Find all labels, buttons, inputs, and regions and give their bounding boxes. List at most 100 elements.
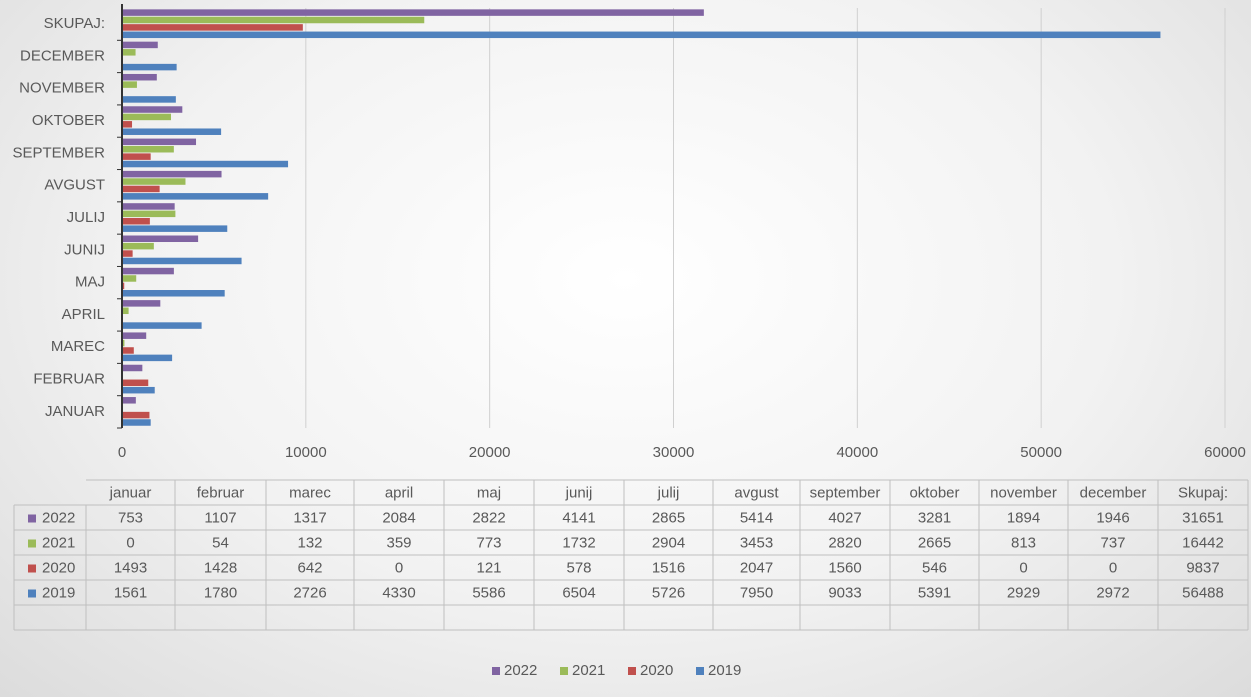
table-header: april xyxy=(385,484,413,501)
y-tick-label: AVGUST xyxy=(44,177,105,194)
table-header: september xyxy=(810,484,881,501)
table-cell: 1780 xyxy=(204,584,237,601)
bar xyxy=(122,307,129,315)
table-row-label: 2021 xyxy=(42,534,75,551)
table-cell: 5586 xyxy=(472,584,505,601)
y-tick-label: JANUAR xyxy=(45,403,105,420)
table-cell: 2865 xyxy=(652,509,685,526)
bar xyxy=(122,24,303,31)
x-tick-label: 0 xyxy=(118,444,126,461)
table-legend-key xyxy=(28,564,36,573)
table-cell: 1317 xyxy=(293,509,326,526)
table-legend-key xyxy=(28,514,36,523)
table-cell: 16442 xyxy=(1182,534,1224,551)
bar xyxy=(122,275,137,282)
x-tick-label: 40000 xyxy=(836,444,878,461)
table-cell: 2047 xyxy=(740,559,773,576)
y-tick-label: MAREC xyxy=(51,338,105,355)
table-cell: 7950 xyxy=(740,584,773,601)
bar xyxy=(122,128,222,135)
table-cell: 1516 xyxy=(652,559,685,576)
legend-label: 2020 xyxy=(640,662,673,679)
bar xyxy=(122,178,186,185)
bar xyxy=(122,332,147,339)
table-cell: 1732 xyxy=(562,534,595,551)
y-tick-label: OKTOBER xyxy=(32,112,105,129)
table-cell: 4330 xyxy=(382,584,415,601)
bar xyxy=(122,106,183,113)
table-cell: 2822 xyxy=(472,509,505,526)
legend-key xyxy=(492,667,500,675)
bar xyxy=(122,170,222,178)
table-row-label: 2020 xyxy=(42,559,75,576)
bar xyxy=(122,16,425,24)
bar xyxy=(122,49,136,56)
table-header: avgust xyxy=(734,484,779,501)
bar xyxy=(122,364,143,372)
table-header: januar xyxy=(109,484,152,501)
bar xyxy=(122,354,173,362)
x-tick-label: 20000 xyxy=(469,444,511,461)
bar xyxy=(122,242,154,250)
table-cell: 2904 xyxy=(652,534,685,551)
y-tick-label: JUNIJ xyxy=(64,241,105,258)
bar xyxy=(122,250,133,257)
table-cell: 9837 xyxy=(1186,559,1219,576)
bar xyxy=(122,9,704,16)
table-cell: 5726 xyxy=(652,584,685,601)
table-header: december xyxy=(1080,484,1147,501)
table-cell: 546 xyxy=(922,559,947,576)
table-legend-key xyxy=(28,589,36,598)
table-cell: 2929 xyxy=(1007,584,1040,601)
table-cell: 0 xyxy=(126,534,134,551)
table-cell: 3281 xyxy=(918,509,951,526)
x-tick-label: 60000 xyxy=(1204,444,1246,461)
legend-label: 2019 xyxy=(708,662,741,679)
bar xyxy=(122,41,158,49)
bar xyxy=(122,203,175,210)
bar xyxy=(122,96,176,103)
bar xyxy=(122,419,151,426)
table-cell: 642 xyxy=(297,559,322,576)
table-header: marec xyxy=(289,484,331,501)
bar xyxy=(122,210,176,218)
bar xyxy=(122,138,197,146)
bar xyxy=(122,322,202,329)
table-row-label: 2019 xyxy=(42,584,75,601)
table-cell: 359 xyxy=(386,534,411,551)
bar xyxy=(122,397,136,404)
table-header: februar xyxy=(197,484,245,501)
table-cell: 2084 xyxy=(382,509,415,526)
legend-label: 2021 xyxy=(572,662,605,679)
bar xyxy=(122,282,125,290)
x-tick-label: 10000 xyxy=(285,444,327,461)
table-header: Skupaj: xyxy=(1178,484,1228,501)
table-cell: 6504 xyxy=(562,584,595,601)
y-tick-label: SKUPAJ: xyxy=(44,15,105,32)
y-tick-label: SEPTEMBER xyxy=(12,144,105,161)
table-cell: 121 xyxy=(476,559,501,576)
x-tick-label: 50000 xyxy=(1020,444,1062,461)
table-cell: 56488 xyxy=(1182,584,1224,601)
table-cell: 2972 xyxy=(1096,584,1129,601)
table-cell: 1894 xyxy=(1007,509,1040,526)
legend-key xyxy=(628,667,636,675)
bar xyxy=(122,339,125,347)
bar xyxy=(122,257,242,265)
table-cell: 737 xyxy=(1100,534,1125,551)
table-cell: 0 xyxy=(1109,559,1117,576)
table-cell: 3453 xyxy=(740,534,773,551)
table-cell: 773 xyxy=(476,534,501,551)
bar xyxy=(122,300,161,307)
bar xyxy=(122,121,133,128)
table-cell: 0 xyxy=(1019,559,1027,576)
table-cell: 1493 xyxy=(114,559,147,576)
table-cell: 4027 xyxy=(828,509,861,526)
y-tick-label: NOVEMBER xyxy=(19,80,105,97)
table-cell: 2820 xyxy=(828,534,861,551)
bar xyxy=(122,218,150,225)
table-header: julij xyxy=(657,484,680,501)
bar xyxy=(122,225,228,232)
table-cell: 578 xyxy=(566,559,591,576)
y-tick-label: MAJ xyxy=(75,274,105,291)
